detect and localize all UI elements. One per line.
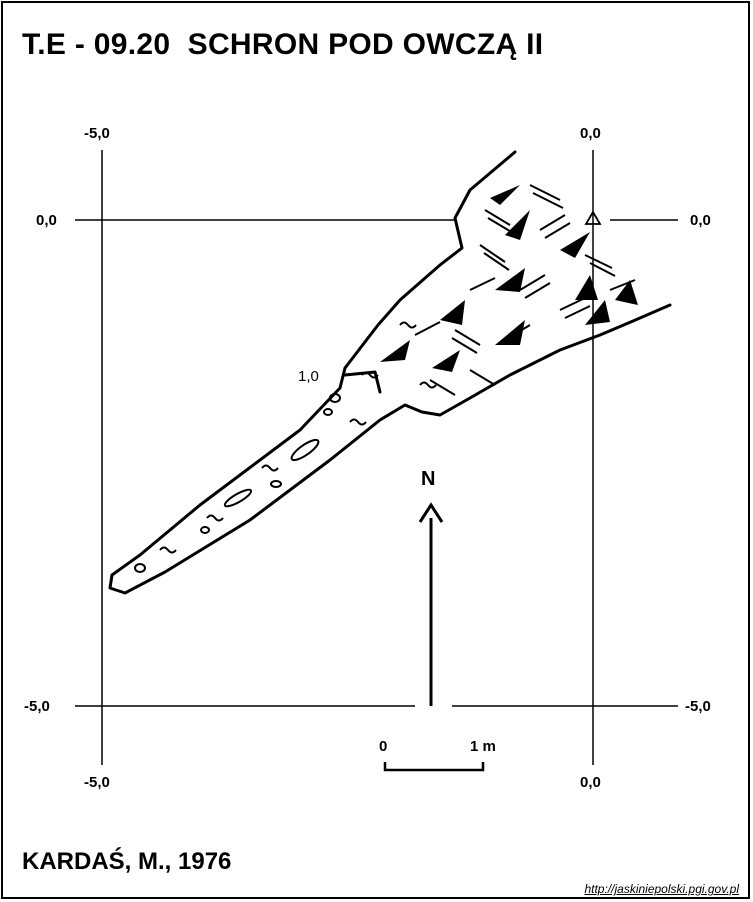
rubble-hatching: [414, 184, 636, 396]
source-link[interactable]: http://jaskiniepolski.pgi.gov.pl: [584, 882, 739, 896]
author-credit: KARDAŚ, M., 1976: [22, 848, 232, 875]
floor-sediment: [134, 321, 437, 573]
map-title: T.E - 09.20 SCHRON POD OWCZĄ II: [22, 28, 544, 61]
grid-label-left-top: 0,0: [36, 212, 57, 229]
north-arrow-icon: [418, 502, 444, 706]
grid-label-left-bottom: -5,0: [24, 698, 50, 715]
survey-point-icon: [584, 210, 602, 225]
depth-label: 1,0: [298, 368, 319, 385]
scale-end-label: 1 m: [470, 738, 496, 755]
grid-label-top-left: -5,0: [84, 125, 110, 142]
north-label: N: [421, 468, 436, 490]
grid-label-bottom-right: 0,0: [580, 774, 601, 791]
scale-start-label: 0: [379, 738, 388, 755]
scale-bar: [383, 762, 485, 772]
grid-label-bottom-left: -5,0: [84, 774, 110, 791]
rock-blocks: [380, 185, 638, 372]
grid-label-top-right: 0,0: [580, 125, 601, 142]
grid-lines: [75, 150, 678, 765]
grid-label-right-bottom: -5,0: [685, 698, 711, 715]
grid-label-right-top: 0,0: [690, 212, 711, 229]
cave-outline: [108, 150, 672, 595]
